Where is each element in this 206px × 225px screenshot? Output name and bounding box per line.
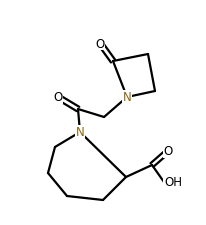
Text: OH: OH (164, 176, 182, 189)
Text: O: O (53, 91, 63, 104)
Text: N: N (76, 126, 84, 139)
Text: O: O (163, 145, 173, 158)
Text: O: O (95, 37, 105, 50)
Text: N: N (123, 91, 131, 104)
